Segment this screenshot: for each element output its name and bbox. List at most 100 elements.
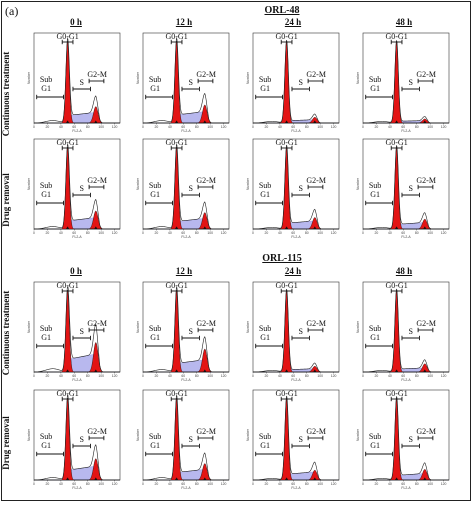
gate-sub-g1 xyxy=(36,343,65,349)
label-g2m: G2-M xyxy=(196,427,216,436)
peak-marker xyxy=(174,226,179,229)
x-tick-label: 40 xyxy=(59,482,63,486)
x-tick-label: 20 xyxy=(375,482,379,486)
peak-marker xyxy=(203,477,207,480)
x-tick-label: 20 xyxy=(46,374,50,378)
label-g1: G1 xyxy=(370,333,380,342)
col-head-12h: 12 h xyxy=(175,266,193,276)
x-tick-label: 120 xyxy=(331,482,337,486)
x-axis-label: FL2-A xyxy=(401,235,411,239)
label-sub: Sub xyxy=(40,75,52,84)
peak-marker xyxy=(423,369,427,372)
peak-marker xyxy=(174,369,179,372)
x-tick-label: 0 xyxy=(362,482,364,486)
peak-marker xyxy=(284,226,289,229)
peak-marker xyxy=(423,120,427,123)
histogram-envelope xyxy=(252,40,339,124)
gate-g2m xyxy=(417,184,434,190)
x-tick-label: 40 xyxy=(278,374,282,378)
y-axis-label: Number xyxy=(27,177,31,190)
x-tick-label: 80 xyxy=(415,231,419,235)
x-tick-label: 20 xyxy=(155,125,159,129)
label-sub: Sub xyxy=(369,75,381,84)
y-axis-label: Number xyxy=(27,428,31,441)
x-tick-label: 100 xyxy=(317,374,323,378)
x-axis-label: FL2-A xyxy=(181,129,191,133)
histogram-envelope xyxy=(142,36,229,124)
label-g0g1: G0-G1 xyxy=(275,32,297,41)
gate-g0g1 xyxy=(390,288,403,294)
x-tick-label: 20 xyxy=(46,231,50,235)
col-head-48h: 48 h xyxy=(395,17,413,27)
x-tick-label: 100 xyxy=(207,125,213,129)
gate-g2m xyxy=(197,184,214,190)
x-tick-label: 20 xyxy=(155,231,159,235)
gate-sub-g1 xyxy=(36,451,65,457)
label-s: S xyxy=(408,435,412,444)
label-g2m: G2-M xyxy=(87,70,107,79)
label-sub: Sub xyxy=(259,324,271,333)
x-tick-label: 80 xyxy=(195,231,199,235)
peak-marker xyxy=(284,120,289,123)
gate-s xyxy=(72,86,91,92)
gate-g0g1 xyxy=(280,39,293,45)
label-g1: G1 xyxy=(150,441,160,450)
gate-g0g1 xyxy=(61,396,74,402)
label-s: S xyxy=(298,435,302,444)
label-s: S xyxy=(79,78,83,87)
label-s: S xyxy=(188,184,192,193)
y-axis-label: Number xyxy=(246,428,250,441)
histogram-envelope xyxy=(252,289,339,373)
peak-marker xyxy=(284,369,289,372)
peak-marker xyxy=(174,120,179,123)
x-tick-label: 60 xyxy=(291,482,295,486)
x-tick-label: 0 xyxy=(252,125,254,129)
gate-s xyxy=(291,443,310,449)
label-g2m: G2-M xyxy=(416,70,436,79)
label-g1: G1 xyxy=(370,190,380,199)
histogram-envelope xyxy=(33,393,120,481)
peak-marker xyxy=(94,369,98,372)
x-tick-label: 0 xyxy=(142,231,144,235)
gate-g2m xyxy=(417,78,434,84)
gate-s xyxy=(291,335,310,341)
y-axis-label: Number xyxy=(27,320,31,333)
x-tick-label: 80 xyxy=(415,125,419,129)
x-tick-label: 60 xyxy=(291,374,295,378)
x-tick-label: 40 xyxy=(278,482,282,486)
gate-s xyxy=(181,86,200,92)
histogram-envelope xyxy=(33,37,120,124)
x-axis-label: FL2-A xyxy=(72,235,82,239)
x-tick-label: 80 xyxy=(195,125,199,129)
x-tick-label: 100 xyxy=(207,231,213,235)
col-head-12h: 12 h xyxy=(175,17,193,27)
x-tick-label: 120 xyxy=(441,482,447,486)
x-tick-label: 80 xyxy=(415,374,419,378)
peak-marker xyxy=(94,120,98,123)
x-tick-label: 100 xyxy=(98,482,104,486)
gate-s xyxy=(72,335,91,341)
y-axis-label: Number xyxy=(356,428,360,441)
gate-g0g1 xyxy=(170,288,183,294)
x-tick-label: 60 xyxy=(181,482,185,486)
gate-s xyxy=(72,443,91,449)
gate-sub-g1 xyxy=(255,343,284,349)
x-tick-label: 20 xyxy=(265,374,269,378)
gate-g2m xyxy=(417,327,434,333)
x-tick-label: 100 xyxy=(98,231,104,235)
peak-marker xyxy=(94,226,98,229)
section-title-orl48: ORL-48 xyxy=(264,5,300,16)
peak-marker xyxy=(313,120,317,123)
gate-s xyxy=(401,335,420,341)
peak-marker xyxy=(313,226,317,229)
gate-g2m xyxy=(88,327,105,333)
gate-sub-g1 xyxy=(145,94,174,100)
peak-marker xyxy=(284,477,289,480)
label-sub: Sub xyxy=(149,324,161,333)
histogram-envelope xyxy=(362,288,449,373)
histogram-envelope xyxy=(362,396,449,481)
gate-s xyxy=(181,335,200,341)
x-tick-label: 60 xyxy=(72,125,76,129)
label-sub: Sub xyxy=(40,432,52,441)
